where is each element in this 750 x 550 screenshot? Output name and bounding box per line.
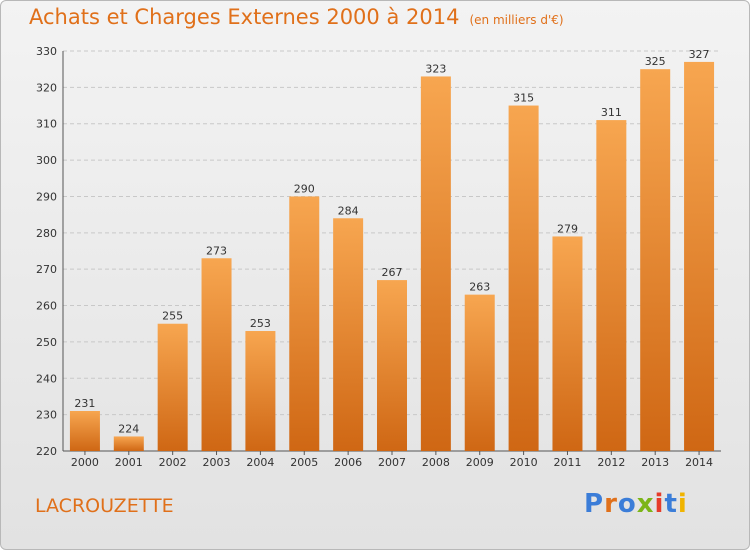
y-tick-label: 320 — [36, 81, 57, 94]
bar — [113, 436, 144, 451]
y-tick-label: 230 — [36, 409, 57, 422]
y-tick-label: 300 — [36, 154, 57, 167]
data-label: 267 — [382, 266, 403, 279]
data-label: 273 — [206, 244, 227, 257]
bar — [201, 258, 232, 451]
y-tick-label: 240 — [36, 372, 57, 385]
data-label: 224 — [118, 422, 139, 435]
y-tick-label: 280 — [36, 227, 57, 240]
bar — [157, 323, 188, 451]
x-tick-label: 2012 — [597, 456, 625, 469]
commune-name: LACROUZETTE — [35, 495, 174, 517]
x-tick-label: 2002 — [159, 456, 187, 469]
x-tick-label: 2006 — [334, 456, 362, 469]
data-label: 255 — [162, 310, 183, 323]
bar — [69, 411, 100, 451]
bar — [289, 196, 320, 451]
x-tick-label: 2008 — [422, 456, 450, 469]
y-tick-label: 290 — [36, 190, 57, 203]
data-label: 323 — [425, 62, 446, 75]
data-label: 327 — [689, 48, 710, 61]
chart-title: Achats et Charges Externes 2000 à 2014 (e… — [29, 5, 564, 29]
data-label: 325 — [645, 55, 666, 68]
bar — [508, 105, 539, 451]
x-tick-label: 2010 — [510, 456, 538, 469]
data-label: 263 — [469, 281, 490, 294]
proxiti-logo: Proxiti — [584, 489, 688, 519]
y-tick-label: 270 — [36, 263, 57, 276]
title-text: Achats et Charges Externes 2000 à 2014 — [29, 5, 460, 29]
x-tick-label: 2014 — [685, 456, 713, 469]
bar — [333, 218, 364, 451]
bar — [420, 76, 451, 452]
data-label: 290 — [294, 182, 315, 195]
x-tick-label: 2011 — [553, 456, 581, 469]
data-label: 311 — [601, 106, 622, 119]
x-tick-label: 2001 — [115, 456, 143, 469]
x-tick-label: 2005 — [290, 456, 318, 469]
data-label: 231 — [74, 397, 95, 410]
x-tick-label: 2000 — [71, 456, 99, 469]
data-label: 279 — [557, 222, 578, 235]
bar — [464, 294, 495, 451]
x-tick-label: 2004 — [246, 456, 274, 469]
x-tick-label: 2003 — [203, 456, 231, 469]
data-label: 315 — [513, 92, 534, 105]
x-tick-label: 2013 — [641, 456, 669, 469]
y-tick-label: 330 — [36, 45, 57, 58]
data-label: 284 — [338, 204, 359, 217]
bar — [552, 236, 583, 451]
y-tick-label: 220 — [36, 445, 57, 458]
x-tick-label: 2007 — [378, 456, 406, 469]
y-tick-label: 310 — [36, 118, 57, 131]
y-tick-label: 260 — [36, 300, 57, 313]
bar — [684, 61, 715, 452]
y-tick-label: 250 — [36, 336, 57, 349]
data-label: 253 — [250, 317, 271, 330]
unit-text: (en milliers d'€) — [469, 13, 564, 27]
bar — [245, 331, 276, 451]
bar — [377, 280, 407, 451]
bar — [640, 69, 671, 451]
x-tick-label: 2009 — [466, 456, 494, 469]
bar — [596, 120, 627, 451]
